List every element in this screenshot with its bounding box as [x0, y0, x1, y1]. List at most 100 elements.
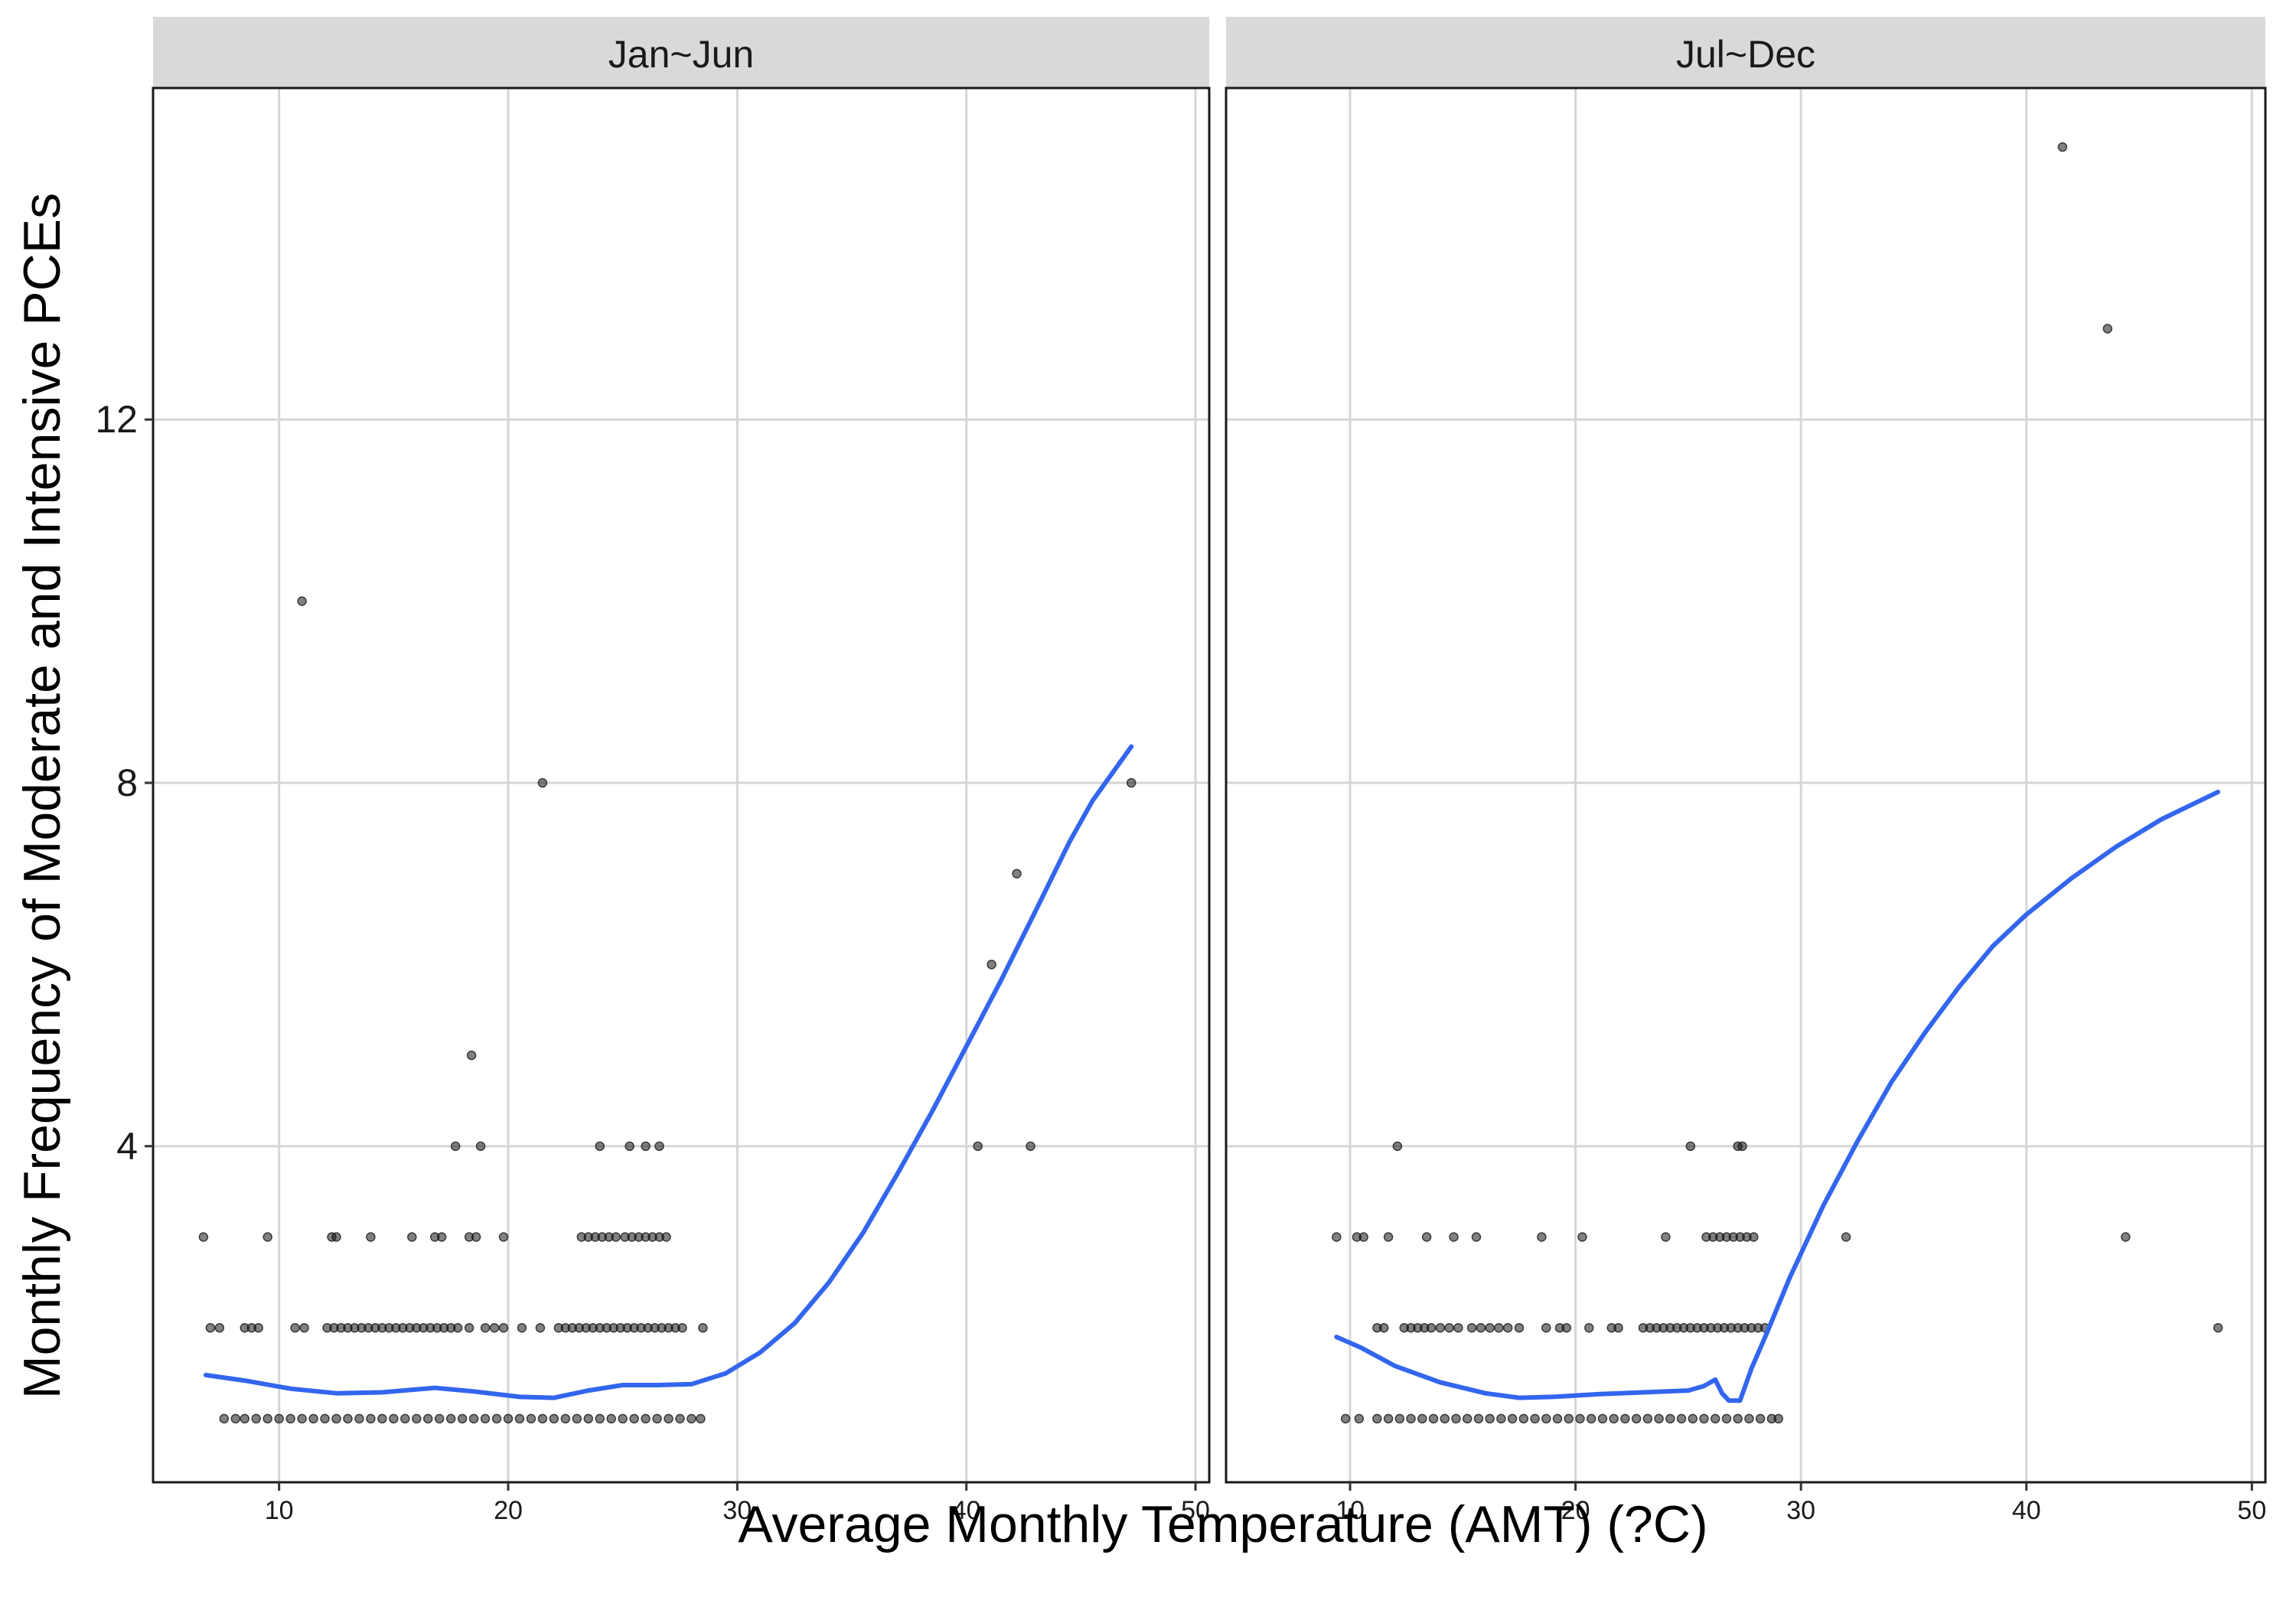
- data-point: [1502, 1322, 1513, 1333]
- x-tick-label: 30: [1786, 1496, 1815, 1525]
- data-point: [1597, 1413, 1608, 1424]
- data-point: [285, 1413, 295, 1424]
- data-point: [1584, 1322, 1594, 1333]
- data-point: [1485, 1413, 1495, 1424]
- data-point: [1440, 1413, 1450, 1424]
- data-point: [629, 1413, 639, 1424]
- data-point: [263, 1232, 272, 1242]
- data-point: [1435, 1322, 1446, 1333]
- data-point: [2213, 1322, 2223, 1333]
- data-point: [253, 1322, 263, 1333]
- x-tick-label: 40: [2012, 1496, 2041, 1525]
- data-point: [1476, 1322, 1486, 1333]
- data-point: [664, 1413, 673, 1424]
- x-tick-label: 50: [2237, 1496, 2266, 1525]
- data-point: [389, 1413, 399, 1424]
- data-point: [1471, 1232, 1482, 1242]
- data-point: [677, 1322, 687, 1333]
- data-point: [491, 1413, 502, 1424]
- data-point: [1462, 1413, 1473, 1424]
- data-point: [1451, 1413, 1461, 1424]
- data-point: [1026, 1141, 1035, 1152]
- data-point: [198, 1232, 209, 1242]
- data-point: [1466, 1322, 1477, 1333]
- data-point: [517, 1322, 527, 1333]
- data-point: [1530, 1413, 1540, 1424]
- data-point: [1392, 1141, 1403, 1152]
- panel-border: [1225, 86, 2267, 1484]
- data-point: [1665, 1413, 1675, 1424]
- data-point: [240, 1413, 249, 1424]
- data-point: [1496, 1413, 1506, 1424]
- data-point: [1561, 1322, 1572, 1333]
- data-point: [1383, 1413, 1394, 1424]
- data-point: [366, 1413, 376, 1424]
- data-point: [503, 1413, 514, 1424]
- data-point: [407, 1232, 417, 1242]
- data-point: [1428, 1413, 1439, 1424]
- data-point: [1755, 1413, 1766, 1424]
- x-tick-label: 40: [952, 1496, 981, 1525]
- data-point: [1383, 1232, 1394, 1242]
- data-point: [1514, 1322, 1525, 1333]
- data-point: [583, 1413, 594, 1424]
- y-tick-label: 4: [116, 1125, 138, 1168]
- data-point: [1378, 1322, 1389, 1333]
- data-point: [1676, 1413, 1687, 1424]
- data-point: [452, 1322, 463, 1333]
- data-point: [1577, 1232, 1587, 1242]
- data-point: [219, 1413, 230, 1424]
- data-point: [468, 1413, 479, 1424]
- data-point: [400, 1413, 410, 1424]
- y-axis-title: Monthly Frequency of Moderate and Intens…: [13, 193, 71, 1399]
- data-point: [230, 1413, 241, 1424]
- data-point: [412, 1413, 422, 1424]
- data-point: [377, 1413, 387, 1424]
- data-point: [1586, 1413, 1596, 1424]
- data-point: [1552, 1413, 1563, 1424]
- data-point: [1575, 1413, 1585, 1424]
- data-point: [1537, 1232, 1547, 1242]
- data-point: [611, 1232, 621, 1242]
- data-point: [526, 1413, 536, 1424]
- data-point: [1688, 1413, 1698, 1424]
- data-point: [595, 1413, 605, 1424]
- data-point: [263, 1413, 272, 1424]
- data-point: [641, 1413, 651, 1424]
- data-point: [297, 1413, 307, 1424]
- data-point: [549, 1413, 559, 1424]
- y-tick-label: 8: [116, 761, 138, 804]
- data-point: [331, 1413, 341, 1424]
- data-point: [618, 1413, 628, 1424]
- facet-strip: [153, 17, 1209, 88]
- data-point: [687, 1413, 696, 1424]
- facet-strip-label: Jan~Jun: [608, 33, 754, 76]
- data-point: [464, 1322, 475, 1333]
- data-point: [661, 1232, 671, 1242]
- facet-strip-label: Jul~Dec: [1676, 33, 1815, 76]
- data-point: [436, 1232, 447, 1242]
- data-point: [1699, 1413, 1709, 1424]
- data-point: [641, 1141, 651, 1152]
- data-point: [489, 1322, 500, 1333]
- data-point: [1733, 1413, 1743, 1424]
- data-point: [450, 1141, 461, 1152]
- x-axis-title: Average Monthly Temperature (AMT) (?C): [738, 1495, 1707, 1553]
- data-point: [1417, 1413, 1427, 1424]
- data-point: [475, 1141, 486, 1152]
- data-point: [480, 1322, 491, 1333]
- data-point: [698, 1322, 708, 1333]
- data-point: [1737, 1141, 1747, 1152]
- data-point: [1541, 1322, 1551, 1333]
- data-point: [654, 1141, 664, 1152]
- data-point: [987, 960, 996, 970]
- data-point: [331, 1232, 341, 1242]
- data-point: [1473, 1413, 1484, 1424]
- data-point: [480, 1413, 491, 1424]
- data-point: [434, 1413, 445, 1424]
- data-point: [274, 1413, 284, 1424]
- data-point: [457, 1413, 468, 1424]
- data-point: [297, 596, 307, 606]
- panel-jan-jun: Jan~Jun 10 20 30 40 50 4 8 12: [95, 17, 1211, 1525]
- data-point: [251, 1413, 261, 1424]
